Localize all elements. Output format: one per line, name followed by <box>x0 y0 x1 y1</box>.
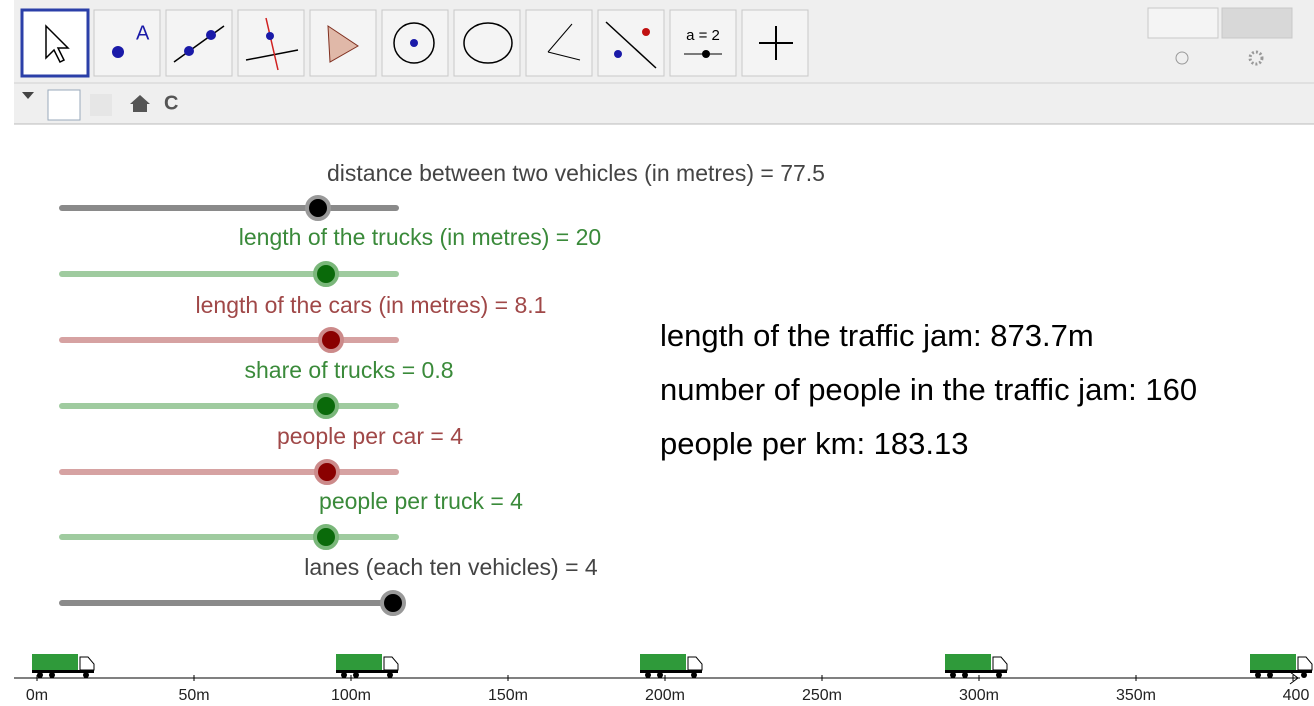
line-tool[interactable] <box>165 9 233 77</box>
wheel <box>49 672 55 678</box>
icon <box>206 30 216 40</box>
wheel <box>83 672 89 678</box>
icon <box>265 17 279 71</box>
truck-cargo <box>945 654 991 670</box>
slider-label: length of the trucks (in metres) = 20 <box>239 224 601 250</box>
truck-cargo <box>336 654 382 670</box>
slider-label: lanes (each ten vehicles) = 4 <box>304 554 598 580</box>
icon <box>184 46 194 56</box>
truck-chassis <box>336 670 398 673</box>
arrow-icon <box>45 24 70 64</box>
truck <box>640 654 703 678</box>
truck-chassis <box>640 670 702 673</box>
icon <box>410 39 418 47</box>
slider-knob[interactable] <box>380 590 406 616</box>
conic-tool[interactable] <box>453 9 521 77</box>
icon <box>614 50 622 58</box>
wheel <box>1301 672 1307 678</box>
wheel <box>341 672 347 678</box>
icon <box>463 22 513 64</box>
wheel <box>657 672 663 678</box>
slider-label: length of the cars (in metres) = 8.1 <box>196 292 547 318</box>
x-axis-label: 350m <box>1116 687 1156 704</box>
slider-knob[interactable] <box>313 393 339 419</box>
result-text: length of the traffic jam: 873.7m <box>660 318 1094 353</box>
style-bar-toggle[interactable] <box>22 92 34 99</box>
icon <box>393 22 435 64</box>
slider-label: distance between two vehicles (in metres… <box>327 160 825 186</box>
wheel <box>1255 672 1261 678</box>
axis-arrow <box>1289 671 1299 685</box>
slider-label: people per car = 4 <box>277 423 463 449</box>
truck-cargo <box>1250 654 1296 670</box>
x-axis-label: 50m <box>178 687 209 704</box>
grid-toggle[interactable] <box>90 94 112 116</box>
truck-cargo <box>32 654 78 670</box>
icon <box>266 32 274 40</box>
wheel <box>962 672 968 678</box>
slider-label: people per truck = 4 <box>319 488 523 514</box>
undo-button[interactable] <box>1147 7 1219 39</box>
result-text: people per km: 183.13 <box>660 426 969 461</box>
truck <box>945 654 1008 678</box>
results: length of the traffic jam: 873.7m number… <box>660 318 1197 461</box>
axes-toggle[interactable] <box>47 89 81 121</box>
icon <box>759 26 793 60</box>
x-axis-label: 400 <box>1283 687 1310 704</box>
icon <box>173 25 225 63</box>
wheel <box>691 672 697 678</box>
icon: A <box>136 22 150 44</box>
home-button[interactable] <box>130 95 150 112</box>
wheel <box>950 672 956 678</box>
point-tool[interactable] <box>93 9 161 77</box>
icon <box>642 28 650 36</box>
perpendicular-tool[interactable] <box>237 9 305 77</box>
x-axis-label: 150m <box>488 687 528 704</box>
wheel <box>996 672 1002 678</box>
wheel <box>387 672 393 678</box>
slider-knob[interactable] <box>305 195 331 221</box>
slider-knob[interactable] <box>314 459 340 485</box>
settings-button[interactable] <box>1248 50 1264 66</box>
icon <box>327 25 359 63</box>
icon <box>112 46 124 58</box>
truck <box>336 654 399 678</box>
truck-chassis <box>32 670 94 673</box>
slider-label: share of trucks = 0.8 <box>244 357 453 383</box>
result-text: number of people in the traffic jam: 160 <box>660 372 1197 407</box>
truck-cargo <box>640 654 686 670</box>
truck-chassis <box>1250 670 1312 673</box>
slider-knob[interactable] <box>313 524 339 550</box>
wheel <box>353 672 359 678</box>
tool-buttons: A a = 2 C <box>20 7 1293 121</box>
x-axis-label: 200m <box>645 687 685 704</box>
angle-tool[interactable] <box>525 9 593 77</box>
road <box>14 654 1313 685</box>
x-axis-label: 0m <box>26 687 48 704</box>
truck <box>32 654 95 678</box>
slider-tool[interactable] <box>669 9 737 77</box>
axis-labels: 0m 50m 100m 150m 200m 250m 300m 350m 400 <box>26 687 1310 704</box>
truck <box>1250 654 1313 678</box>
slider-knob[interactable] <box>313 261 339 287</box>
point-capture[interactable]: C <box>164 92 178 114</box>
icon <box>702 50 710 58</box>
icon <box>605 21 657 69</box>
truck-chassis <box>945 670 1007 673</box>
slider-knob[interactable] <box>318 327 344 353</box>
x-axis-label: 100m <box>331 687 371 704</box>
wheel <box>1267 672 1273 678</box>
slider-tool-label: a = 2 <box>686 27 720 44</box>
x-axis-label: 250m <box>802 687 842 704</box>
help-button[interactable] <box>1175 51 1189 65</box>
wheel <box>645 672 651 678</box>
wheel <box>37 672 43 678</box>
x-axis-label: 300m <box>959 687 999 704</box>
redo-button[interactable] <box>1221 7 1293 39</box>
icon <box>547 23 581 61</box>
sliders: distance between two vehicles (in metres… <box>59 160 825 616</box>
icon <box>245 49 299 61</box>
